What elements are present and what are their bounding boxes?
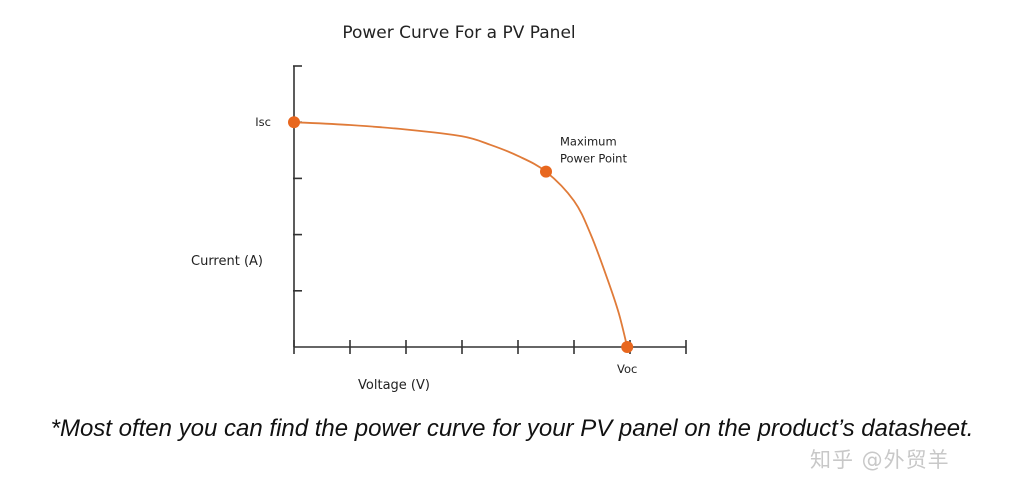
point-marker-maximum-power-point [540,165,552,178]
point-label-maximum-power-point: Maximum Power Point [560,135,627,166]
iv-curve-line [293,121,629,348]
point-label-voc: Voc [617,362,637,376]
chart-title: Power Curve For a PV Panel [342,23,575,43]
power-curve-chart: Power Curve For a PV Panel Isc Maximum Pow… [191,23,687,393]
point-label-line: Maximum [560,135,617,149]
points-layer: Isc Maximum Power Point Voc [255,115,637,376]
watermark: 知乎 @外贸羊 [810,448,950,472]
x-axis-label: Voltage (V) [358,378,430,393]
point-label-isc: Isc [255,115,271,129]
caption-text: *Most often you can find the power curve… [50,415,974,442]
point-marker-voc [621,341,634,353]
axes [293,65,687,354]
y-axis-label: Current (A) [191,254,263,269]
curve-layer [293,121,629,348]
point-label-line: Power Point [560,152,627,166]
point-marker-isc [288,116,300,129]
